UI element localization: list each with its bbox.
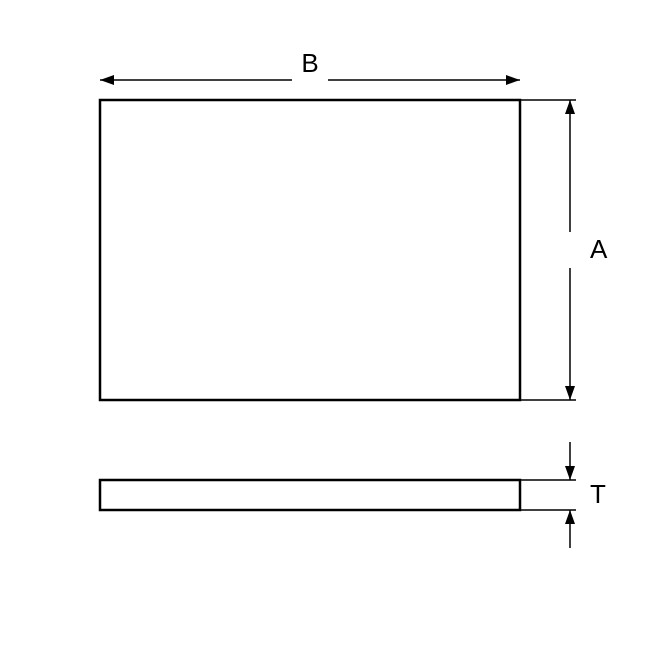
side-view-rect — [100, 480, 520, 510]
dim-b-label: B — [301, 48, 318, 78]
front-view-rect — [100, 100, 520, 400]
dimension-diagram: B A T — [0, 0, 670, 670]
dim-a-label: A — [590, 234, 608, 264]
dim-t-label: T — [590, 479, 606, 509]
